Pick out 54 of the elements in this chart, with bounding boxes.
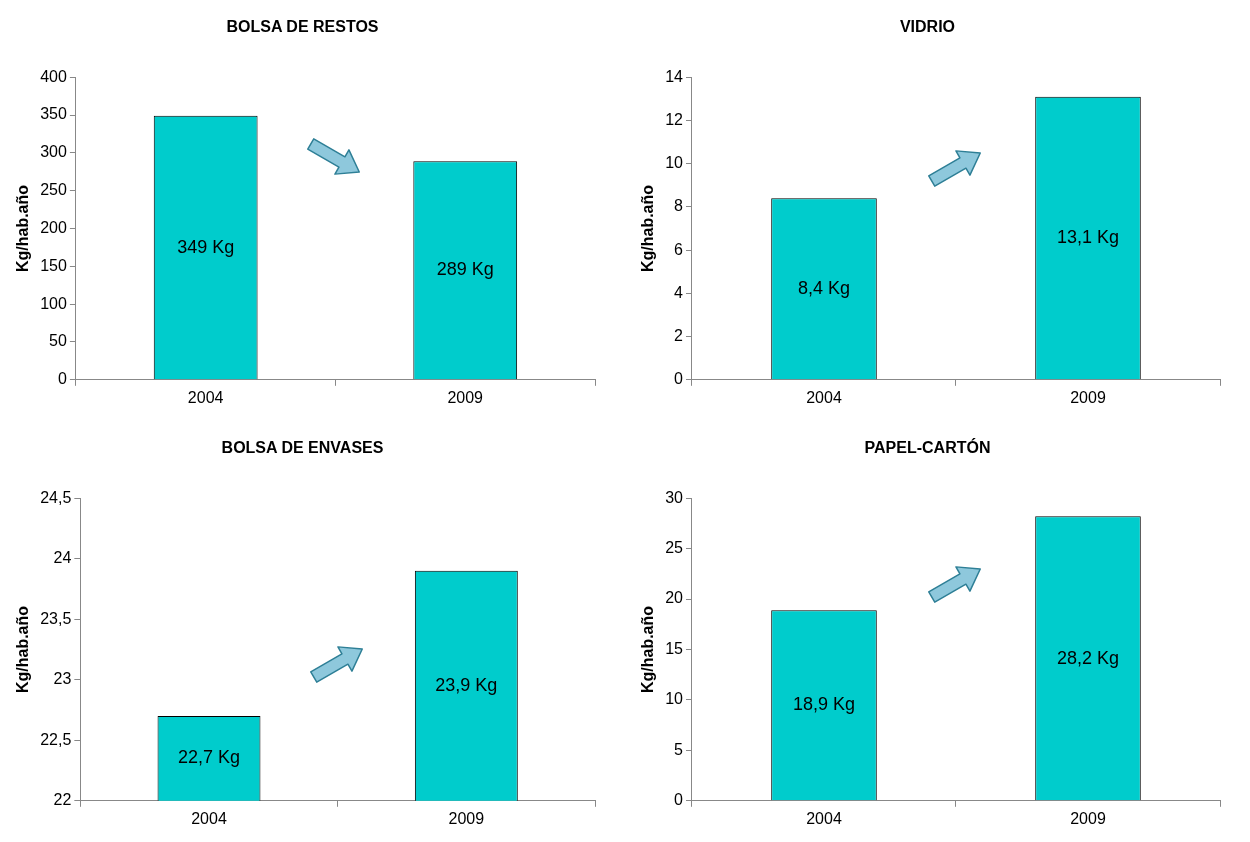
chart-title: BOLSA DE ENVASES bbox=[221, 439, 384, 457]
y-tick-label: 250 bbox=[40, 181, 67, 199]
y-tick-label: 0 bbox=[57, 370, 67, 388]
y-axis-title: Kg/hab.año bbox=[639, 605, 657, 694]
y-tick-label: 22,5 bbox=[40, 730, 72, 748]
y-tick-label: 6 bbox=[674, 240, 684, 258]
y-tick-label: 14 bbox=[665, 67, 684, 85]
y-tick-label: 2 bbox=[674, 326, 684, 344]
y-tick-label: 5 bbox=[674, 740, 684, 758]
y-tick-label: 24,5 bbox=[40, 488, 72, 506]
x-tick-label: 2004 bbox=[191, 809, 227, 827]
y-tick-label: 23,5 bbox=[40, 609, 72, 627]
x-tick-label: 2004 bbox=[187, 388, 224, 406]
x-tick-label: 2004 bbox=[806, 809, 842, 827]
x-tick-label: 2009 bbox=[447, 388, 484, 406]
y-tick-label: 350 bbox=[40, 105, 67, 123]
y-axis-title: Kg/hab.año bbox=[14, 605, 32, 694]
y-tick-label: 30 bbox=[665, 488, 684, 506]
chart-title: PAPEL-CARTÓN bbox=[864, 438, 991, 457]
chart-title: VIDRIO bbox=[899, 18, 956, 36]
x-tick-label: 2009 bbox=[1070, 809, 1106, 827]
x-tick-label: 2004 bbox=[806, 388, 842, 406]
data-label: 13,1 Kg bbox=[1056, 227, 1120, 248]
y-tick-label: 25 bbox=[665, 539, 684, 557]
x-tick-label: 2009 bbox=[1070, 388, 1106, 406]
data-label: 28,2 Kg bbox=[1056, 647, 1120, 668]
x-tick-label: 2009 bbox=[448, 809, 485, 827]
y-axis-title: Kg/hab.año bbox=[14, 184, 32, 273]
y-tick-label: 12 bbox=[665, 110, 684, 128]
y-tick-label: 10 bbox=[665, 690, 684, 708]
data-label: 289 Kg bbox=[436, 259, 494, 280]
y-tick-label: 150 bbox=[40, 256, 67, 274]
y-tick-label: 50 bbox=[49, 332, 67, 350]
y-tick-label: 22 bbox=[53, 791, 72, 809]
data-label: 349 Kg bbox=[177, 236, 235, 257]
y-tick-label: 0 bbox=[674, 370, 684, 388]
y-tick-label: 15 bbox=[665, 639, 684, 657]
y-tick-label: 20 bbox=[665, 589, 684, 607]
y-tick-label: 400 bbox=[40, 67, 67, 85]
y-tick-label: 10 bbox=[665, 154, 684, 172]
y-tick-label: 8 bbox=[674, 197, 684, 215]
data-label: 23,9 Kg bbox=[435, 674, 498, 695]
chart-title: BOLSA DE RESTOS bbox=[226, 18, 379, 36]
data-label: 8,4 Kg bbox=[797, 277, 851, 298]
y-tick-label: 100 bbox=[40, 294, 67, 312]
y-tick-label: 23 bbox=[53, 670, 72, 688]
y-tick-label: 300 bbox=[40, 143, 67, 161]
y-axis-title: Kg/hab.año bbox=[639, 184, 657, 273]
y-tick-label: 200 bbox=[40, 218, 67, 236]
y-tick-label: 4 bbox=[674, 283, 684, 301]
y-tick-label: 24 bbox=[53, 549, 72, 567]
data-label: 18,9 Kg bbox=[792, 694, 856, 715]
data-label: 22,7 Kg bbox=[177, 747, 241, 768]
y-tick-label: 0 bbox=[674, 791, 684, 809]
